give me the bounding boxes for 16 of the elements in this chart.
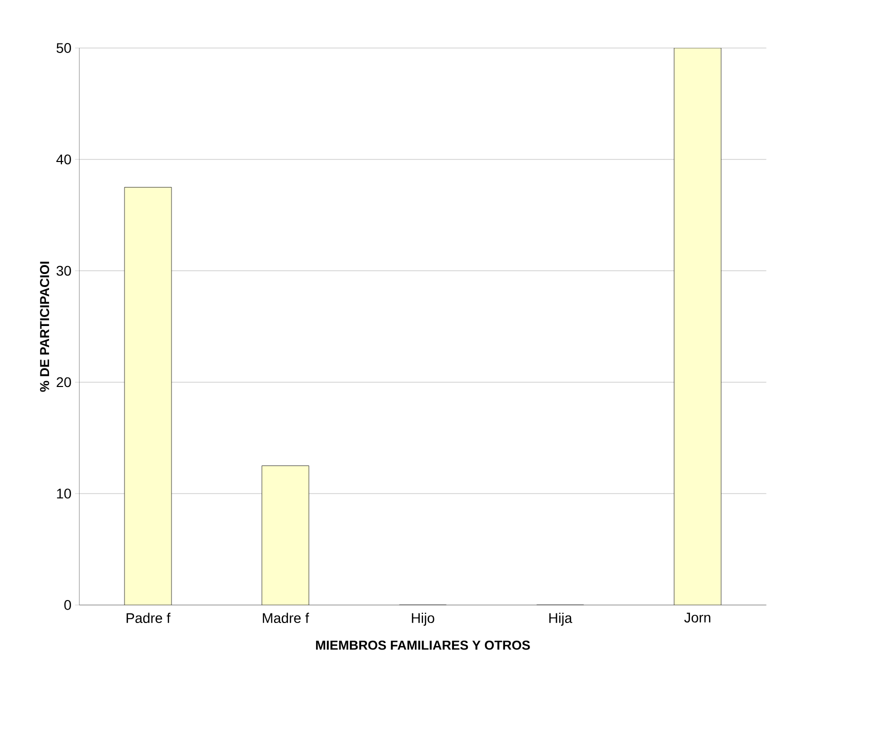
y-tick-label: 10 bbox=[57, 488, 71, 499]
x-tick-label: Padre f bbox=[126, 612, 170, 624]
y-tick-label: 20 bbox=[56, 377, 71, 388]
y-tick-label: 30 bbox=[56, 266, 71, 276]
y-tick-label: 40 bbox=[56, 154, 71, 164]
x-tick-label: Jorn bbox=[684, 612, 710, 623]
x-tick-label: Madre f bbox=[262, 612, 310, 624]
bar bbox=[262, 466, 310, 605]
x-tick-label: Hijo bbox=[412, 612, 434, 626]
y-tick-label: 50 bbox=[56, 43, 71, 53]
x-axis-title: MIEMBROS FAMILIARES Y OTROS bbox=[316, 640, 530, 650]
y-tick-label: 0 bbox=[64, 600, 71, 610]
bar bbox=[674, 48, 722, 605]
x-tick-label: Hija bbox=[549, 612, 572, 626]
y-axis-title: % DE PARTICIPACIOI bbox=[40, 262, 50, 392]
bar bbox=[124, 187, 172, 605]
